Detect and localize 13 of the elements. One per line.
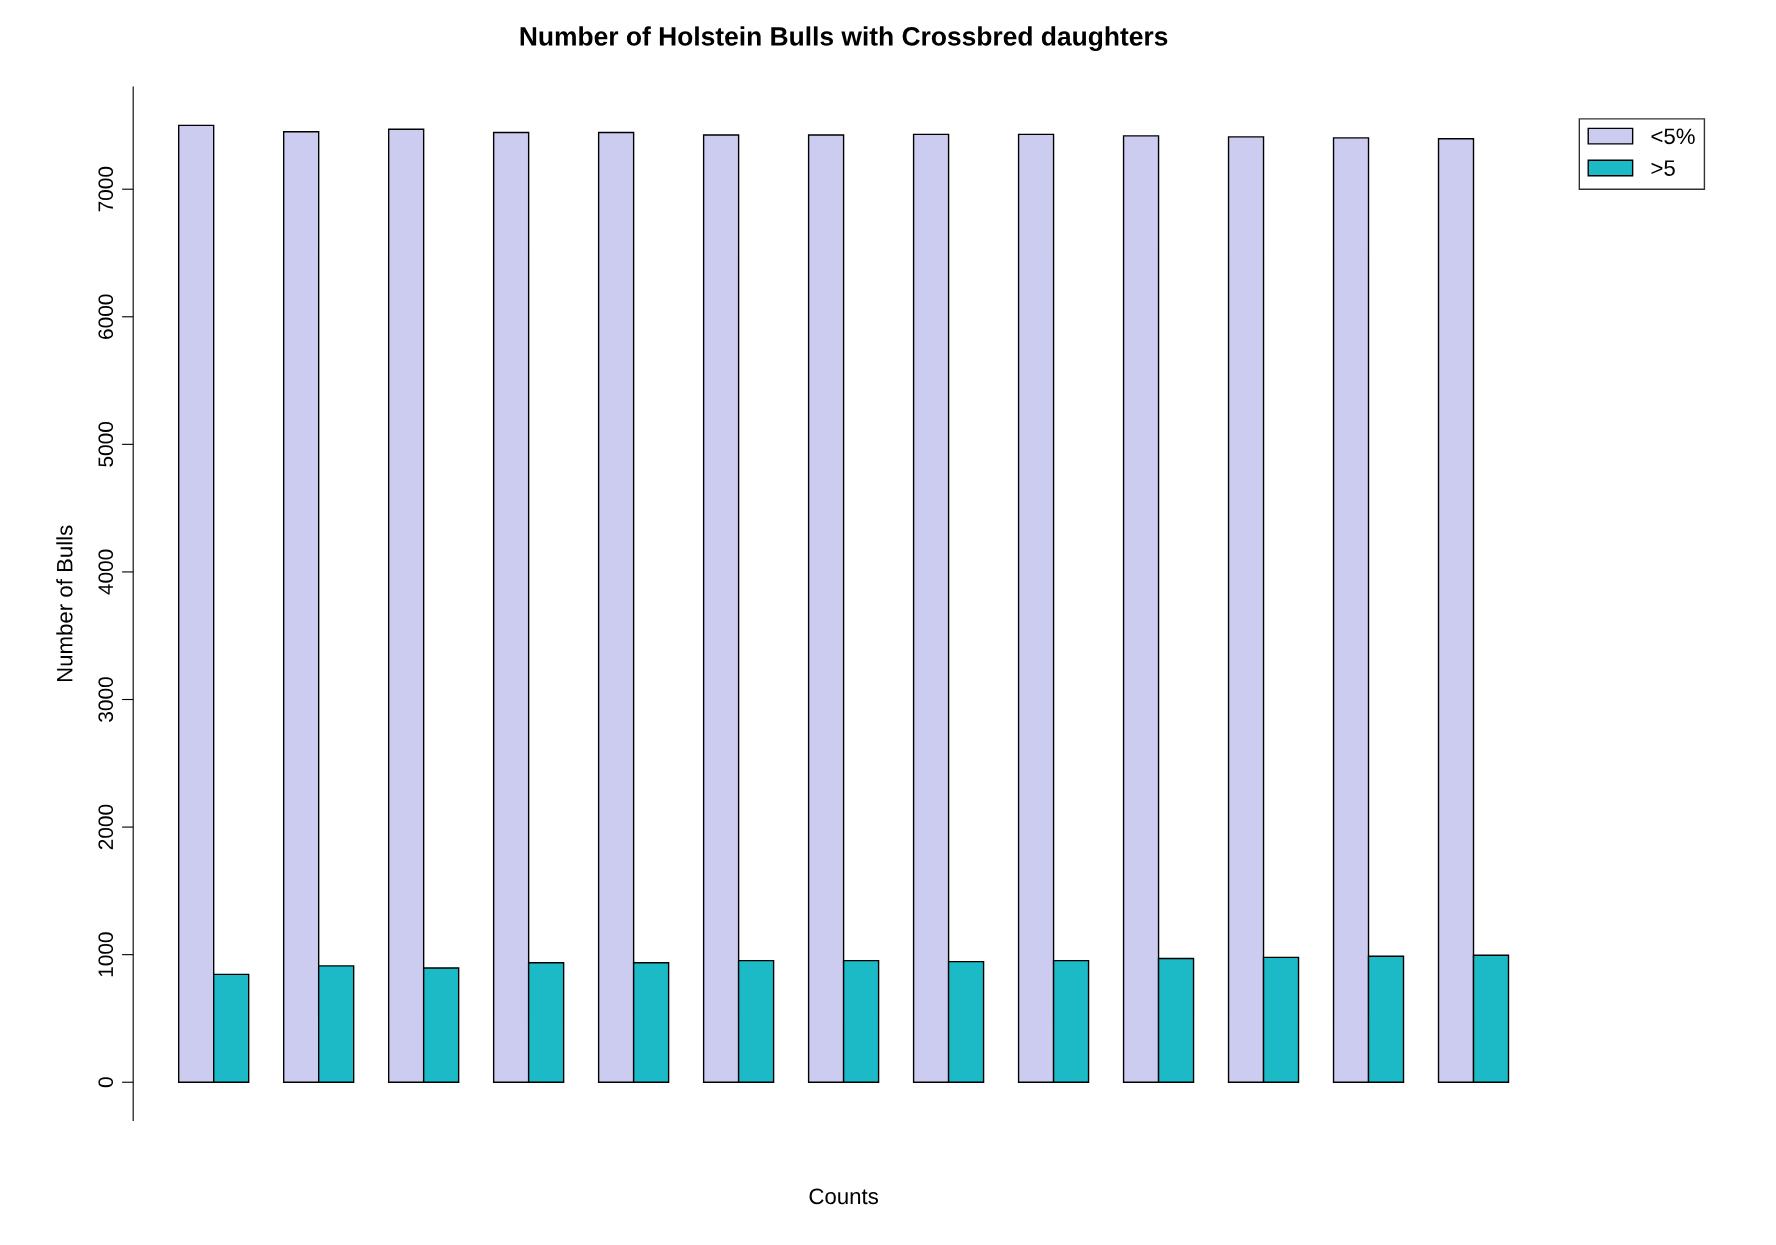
y-tick-label: 7000 <box>98 166 114 212</box>
y-tick-label: 1000 <box>98 932 114 977</box>
legend-label: >5 <box>1651 160 1675 176</box>
y-tick-label: 0 <box>98 1077 114 1088</box>
y-tick-label: 5000 <box>98 422 114 467</box>
y-tick-label: 4000 <box>98 549 114 595</box>
y-tick-label: 6000 <box>98 294 114 339</box>
chart-title: Number of Holstein Bulls with Crossbred daughters <box>520 26 1168 52</box>
legend-label: <5% <box>1651 128 1695 145</box>
x-axis-title: Counts <box>809 1188 879 1205</box>
y-axis-title: Number of Bulls <box>56 525 73 682</box>
y-tick-label: 2000 <box>98 804 114 850</box>
y-tick-label: 3000 <box>98 677 114 722</box>
